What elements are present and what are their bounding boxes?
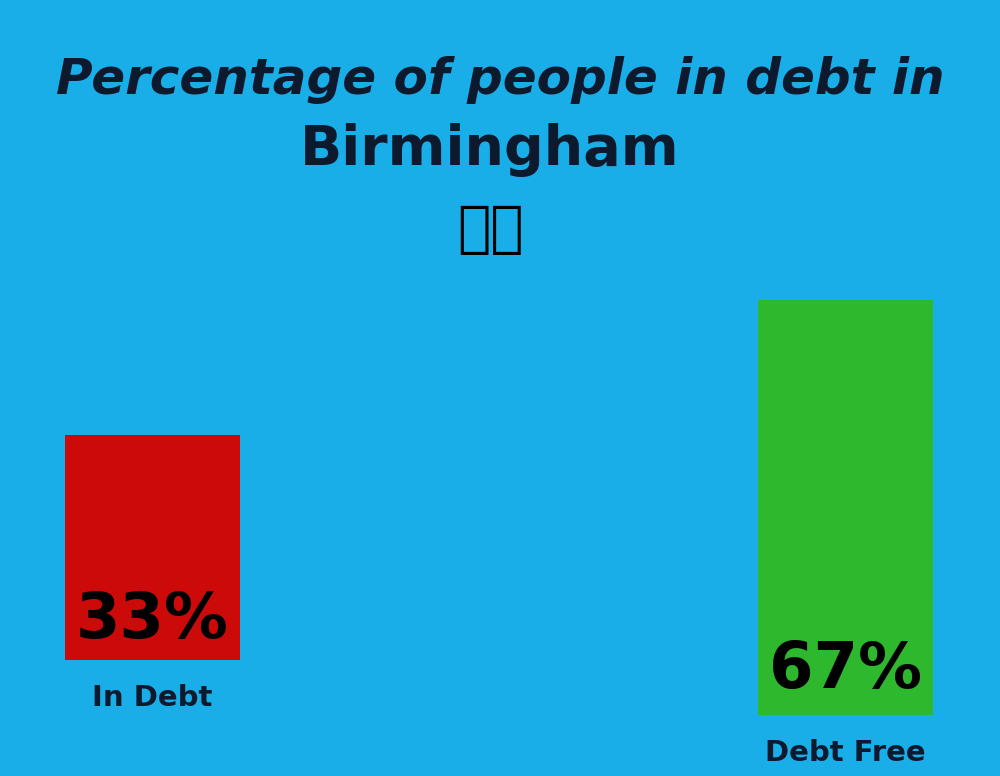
Text: Percentage of people in debt in: Percentage of people in debt in [56, 56, 944, 104]
Bar [65, 435, 240, 660]
Bar [758, 300, 933, 715]
Text: Birmingham: Birmingham [300, 123, 680, 177]
Text: 67%: 67% [769, 639, 922, 701]
Text: Debt Free: Debt Free [765, 739, 926, 767]
Text: 33%: 33% [76, 589, 229, 651]
Text: 🇬🇧: 🇬🇧 [457, 203, 523, 257]
Text: In Debt: In Debt [92, 684, 213, 712]
